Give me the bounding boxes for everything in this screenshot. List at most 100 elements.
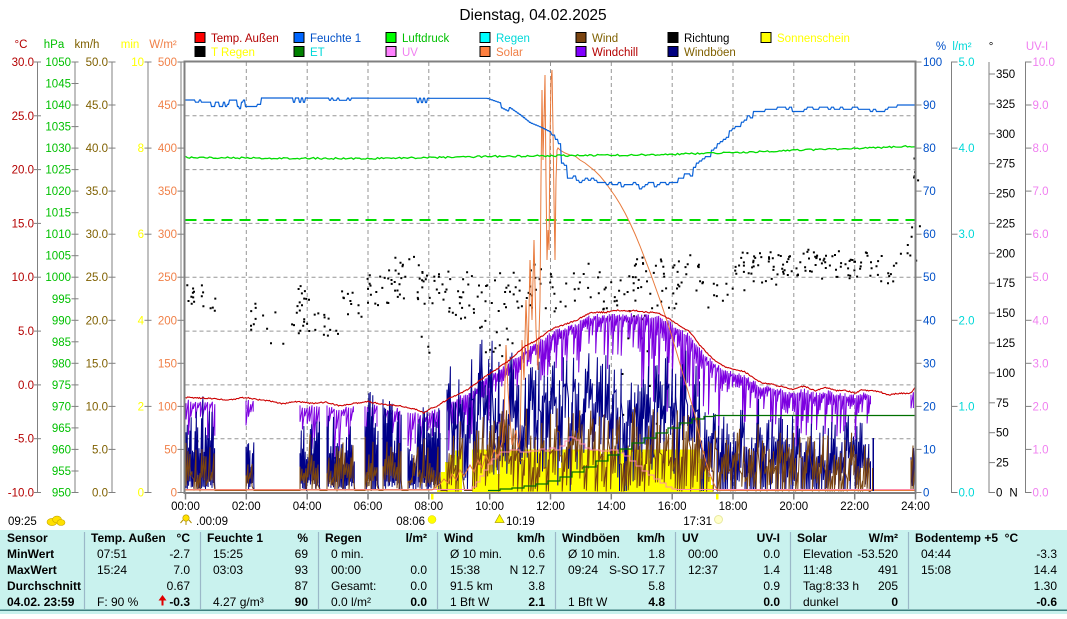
svg-text:1.0: 1.0 [959, 401, 975, 413]
svg-text:0.0: 0.0 [92, 488, 108, 500]
svg-text:3.0: 3.0 [1033, 358, 1049, 370]
svg-text:W/m²: W/m² [149, 39, 177, 51]
svg-text:l/m²: l/m² [406, 531, 427, 545]
svg-text:1 Bft W: 1 Bft W [568, 595, 608, 609]
svg-text:35.0: 35.0 [86, 186, 108, 198]
svg-text:995: 995 [52, 294, 71, 306]
svg-text:09:24: 09:24 [568, 563, 598, 577]
svg-text:Windböen: Windböen [684, 47, 736, 59]
svg-text:150: 150 [996, 308, 1015, 320]
svg-text:Sensor: Sensor [7, 531, 48, 545]
svg-text:Windchill: Windchill [592, 47, 638, 59]
svg-text:15.0: 15.0 [86, 358, 108, 370]
svg-text:UV: UV [682, 531, 699, 545]
svg-text:Sonnenschein: Sonnenschein [777, 33, 850, 45]
svg-text:20.0: 20.0 [12, 165, 34, 177]
svg-text:250: 250 [158, 272, 177, 284]
svg-text:15:08: 15:08 [921, 563, 951, 577]
svg-text:2.0: 2.0 [1033, 401, 1049, 413]
svg-text:hPa: hPa [44, 39, 65, 51]
svg-text:04:00: 04:00 [293, 501, 322, 513]
svg-text:0.0: 0.0 [763, 595, 780, 609]
svg-text:min: min [121, 39, 140, 51]
svg-text:25.0: 25.0 [12, 111, 34, 123]
svg-text:45.0: 45.0 [86, 100, 108, 112]
svg-text:40.0: 40.0 [86, 143, 108, 155]
svg-text:°C: °C [177, 531, 191, 545]
svg-text:km/h: km/h [637, 531, 665, 545]
svg-text:Feuchte 1: Feuchte 1 [310, 33, 361, 45]
svg-text:14.4: 14.4 [1034, 563, 1058, 577]
svg-text:-5.0: -5.0 [14, 434, 34, 446]
svg-text:0.0: 0.0 [763, 547, 780, 561]
svg-text:14:00: 14:00 [597, 501, 626, 513]
svg-text:MaxWert: MaxWert [7, 563, 57, 577]
svg-text:60: 60 [923, 229, 936, 241]
svg-text:-2.7: -2.7 [169, 547, 190, 561]
svg-text:0.67: 0.67 [167, 579, 191, 593]
svg-text:2.1: 2.1 [528, 595, 545, 609]
svg-text:50: 50 [164, 444, 177, 456]
svg-text:18:00: 18:00 [719, 501, 748, 513]
svg-text:4.0: 4.0 [959, 143, 975, 155]
svg-text:Solar: Solar [797, 531, 827, 545]
svg-text:325: 325 [996, 99, 1015, 111]
svg-text:km/h: km/h [75, 39, 100, 51]
svg-text:1040: 1040 [45, 100, 71, 112]
svg-text:15.0: 15.0 [12, 218, 34, 230]
svg-text:100: 100 [996, 368, 1015, 380]
svg-text:80: 80 [923, 143, 936, 155]
svg-text:10.0: 10.0 [12, 272, 34, 284]
svg-text:0.6: 0.6 [528, 547, 545, 561]
svg-text:1010: 1010 [45, 229, 71, 241]
svg-text:87: 87 [295, 579, 309, 593]
svg-text:70: 70 [923, 186, 936, 198]
svg-text:0.9: 0.9 [763, 579, 780, 593]
svg-text:F: 90 %: F: 90 % [97, 595, 139, 609]
svg-text:25: 25 [996, 458, 1009, 470]
svg-text:0.0 l/m²: 0.0 l/m² [331, 595, 371, 609]
svg-text:1050: 1050 [45, 57, 71, 69]
svg-text:Durchschnitt: Durchschnitt [7, 579, 81, 593]
svg-text:400: 400 [158, 143, 177, 155]
svg-text:00:00: 00:00 [688, 547, 718, 561]
svg-text:91.5 km: 91.5 km [450, 579, 493, 593]
svg-text:1030: 1030 [45, 143, 71, 155]
svg-text:30.0: 30.0 [86, 229, 108, 241]
svg-text:Wind: Wind [592, 33, 618, 45]
svg-text:1035: 1035 [45, 122, 71, 134]
svg-text:5.8: 5.8 [648, 579, 665, 593]
svg-text:1.4: 1.4 [763, 563, 780, 577]
svg-text:0.0: 0.0 [959, 488, 975, 500]
svg-text:Tag:8:33 h: Tag:8:33 h [803, 579, 859, 593]
svg-text:02:00: 02:00 [232, 501, 261, 513]
svg-text:Feuchte 1: Feuchte 1 [207, 531, 263, 545]
svg-text:0.0: 0.0 [1033, 488, 1049, 500]
svg-text:4.8: 4.8 [648, 595, 665, 609]
svg-text:1045: 1045 [45, 79, 71, 91]
svg-text:Windböen: Windböen [562, 531, 620, 545]
svg-text:10.0: 10.0 [1033, 57, 1055, 69]
svg-text:4: 4 [138, 315, 145, 327]
svg-text:40: 40 [923, 315, 936, 327]
svg-text:25.0: 25.0 [86, 272, 108, 284]
svg-text:6: 6 [138, 229, 144, 241]
svg-text:30.0: 30.0 [12, 57, 34, 69]
svg-text:3.0: 3.0 [959, 229, 975, 241]
svg-text:04.02. 23:59: 04.02. 23:59 [7, 595, 75, 609]
svg-text:W/m²: W/m² [869, 531, 898, 545]
svg-text:-0.6: -0.6 [1036, 595, 1057, 609]
svg-text:90: 90 [295, 595, 309, 609]
svg-text:11:48: 11:48 [803, 563, 832, 577]
svg-text:980: 980 [52, 358, 71, 370]
svg-text:Temp. Außen: Temp. Außen [91, 531, 166, 545]
svg-text:15:25: 15:25 [213, 547, 243, 561]
svg-text:1025: 1025 [45, 165, 71, 177]
svg-text:22:00: 22:00 [840, 501, 869, 513]
svg-text:200: 200 [158, 315, 177, 327]
svg-text:1005: 1005 [45, 251, 71, 263]
svg-text:07:51: 07:51 [97, 547, 127, 561]
svg-text:960: 960 [52, 444, 71, 456]
svg-text:1.30: 1.30 [1034, 579, 1058, 593]
svg-text:N 12.7: N 12.7 [510, 563, 546, 577]
